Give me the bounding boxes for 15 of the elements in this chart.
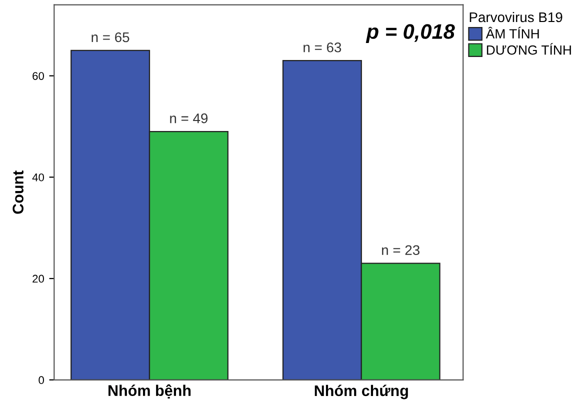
data-label: n = 65 <box>92 32 130 42</box>
y-tick-label: 60 <box>32 72 44 80</box>
x-tick-label: Nhóm bệnh <box>108 384 191 399</box>
y-tick-label: 0 <box>38 376 44 384</box>
legend-label: DƯƠNG TÍNH <box>486 43 571 55</box>
y-tick-label: 40 <box>32 173 44 182</box>
x-tick-label: Nhóm chứng <box>314 384 408 400</box>
annotation: p = 0,018 <box>366 24 455 44</box>
legend-label: ÂM TÍNH <box>486 26 539 38</box>
y-axis-title: Count <box>12 170 24 214</box>
legend-title: Parvovirus B19 <box>470 12 562 22</box>
y-tick-label: 20 <box>32 274 44 283</box>
data-label: n = 49 <box>170 113 208 124</box>
data-label: n = 63 <box>304 42 342 52</box>
data-label: n = 23 <box>382 245 420 256</box>
